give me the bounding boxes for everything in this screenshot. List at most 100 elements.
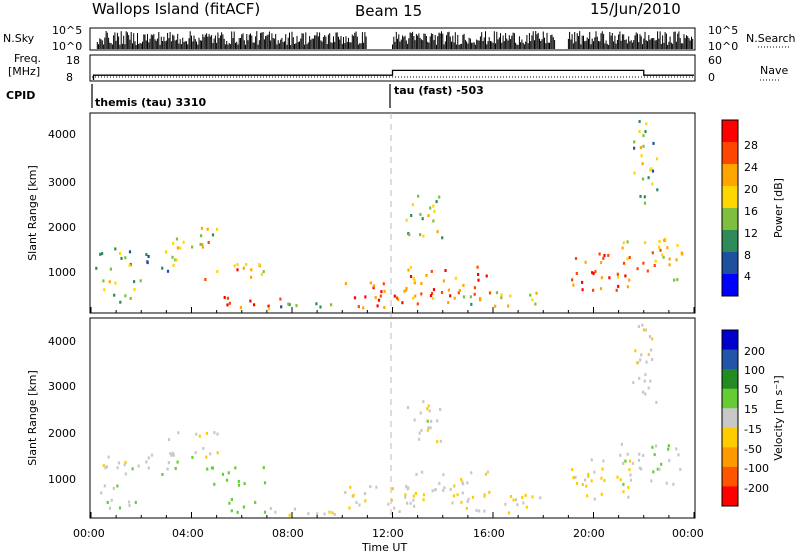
power-cell <box>661 253 664 257</box>
velocity-cell <box>169 452 172 455</box>
velocity-cell <box>483 509 486 513</box>
power-cell <box>458 289 461 292</box>
velocity-cell <box>593 497 596 501</box>
velocity-cell <box>262 466 265 470</box>
power-cell <box>176 246 179 250</box>
velocity-cell <box>228 501 231 505</box>
power-cell <box>432 204 435 208</box>
power-cell <box>591 271 594 275</box>
velocity-cell <box>590 458 593 462</box>
velocity-cell <box>645 360 648 364</box>
velocity-cell <box>449 487 452 491</box>
nsky-label: N.Sky <box>3 32 35 45</box>
velocity-cell <box>421 470 424 474</box>
velocity-cell <box>525 505 528 509</box>
colorbar-segment <box>722 447 738 468</box>
nsky-panel-frame <box>89 27 696 51</box>
velocity-cell <box>227 471 230 475</box>
power-cell <box>676 278 679 282</box>
power-cell <box>436 230 439 234</box>
power-cell <box>449 294 452 298</box>
power-cell <box>662 255 665 259</box>
velocity-cell <box>422 400 425 404</box>
velocity-cell <box>176 460 179 464</box>
velocity-cell <box>509 495 513 498</box>
power-cell <box>633 146 636 150</box>
power-cell <box>659 248 662 252</box>
power-cell <box>216 270 219 273</box>
power-colorbar-label: Power [dB] <box>772 178 785 238</box>
power-cell <box>643 201 647 205</box>
velocity-cell <box>586 494 589 498</box>
velocity-cell <box>629 473 632 477</box>
power-cell <box>362 306 365 310</box>
colorbar-segment <box>722 230 738 253</box>
velocity-cell <box>679 467 682 471</box>
velocity-cell <box>210 466 214 470</box>
velocity-cell <box>172 453 175 457</box>
power-cell <box>412 276 415 280</box>
power-cell <box>419 233 422 237</box>
power-cell <box>421 217 424 221</box>
power-cell <box>633 171 636 175</box>
xtick-1600: 16:00 <box>473 527 505 540</box>
velocity-cell <box>658 467 661 471</box>
vel-cbar-tick-neg15: -15 <box>744 423 762 436</box>
power-cell <box>405 218 408 222</box>
velocity-cell <box>642 454 645 457</box>
velocity-cell <box>323 512 326 516</box>
power-cell <box>267 304 270 308</box>
velocity-cell <box>349 485 352 489</box>
velocity-cell <box>168 438 171 442</box>
power-cell <box>494 304 497 308</box>
power-cell <box>429 206 432 210</box>
nsearch-label: N.Search <box>746 32 796 45</box>
power-cell <box>382 282 385 286</box>
power-cell <box>383 289 386 293</box>
velocity-cell <box>428 409 431 413</box>
xtick-0800: 08:00 <box>272 527 304 540</box>
power-cell <box>228 301 231 305</box>
power-cell <box>201 243 204 246</box>
power-cell <box>675 258 678 262</box>
power-cell <box>599 287 603 291</box>
velocity-cell <box>638 452 641 456</box>
power-cell <box>344 282 347 286</box>
power-cell <box>668 263 671 267</box>
power-ytick-1000: 1000 <box>48 266 76 279</box>
power-cell <box>226 303 229 307</box>
power-cell <box>644 241 647 245</box>
velocity-cell <box>650 479 653 483</box>
power-cell <box>427 214 430 218</box>
velocity-cell <box>521 496 524 499</box>
power-cell <box>432 219 435 223</box>
velocity-cell <box>439 408 442 411</box>
velocity-cell <box>648 335 651 339</box>
velocity-cell <box>488 490 491 494</box>
velocity-cell <box>512 498 515 502</box>
velocity-cell <box>622 461 625 465</box>
velocity-cell <box>417 437 421 441</box>
velocity-cell <box>333 512 336 516</box>
velocity-cell <box>105 465 108 469</box>
velocity-cell <box>634 349 637 353</box>
colorbar-segment <box>722 164 738 187</box>
velocity-cell <box>427 426 430 430</box>
power-cell <box>473 292 476 296</box>
colorbar-segment <box>722 427 738 448</box>
power-cell <box>479 297 482 301</box>
power-cell <box>529 293 532 297</box>
power-cell <box>628 256 631 259</box>
power-cell <box>411 203 414 207</box>
velocity-cell <box>628 468 631 472</box>
power-cbar-tick-8: 8 <box>744 249 751 262</box>
vel-cbar-tick-100: 100 <box>744 364 765 377</box>
velocity-cell <box>652 470 655 474</box>
velocity-cell <box>651 358 654 361</box>
power-cell <box>174 258 177 262</box>
velocity-cell <box>422 498 425 502</box>
power-cell <box>656 188 659 192</box>
velocity-cell <box>131 467 134 471</box>
power-cell <box>477 278 480 282</box>
